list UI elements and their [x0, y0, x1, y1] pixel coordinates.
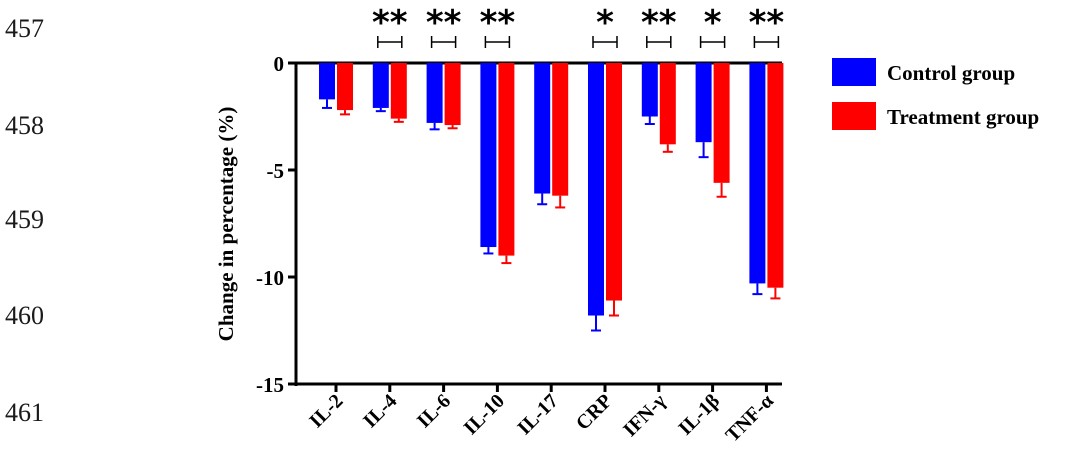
significance-stars: *	[704, 3, 722, 43]
bar-control	[534, 63, 551, 194]
x-tick-label: IL-4	[359, 390, 401, 432]
bar-control	[480, 63, 497, 248]
x-tick-label: IFN-γ	[619, 390, 671, 442]
y-axis-ticks	[288, 61, 296, 386]
legend-swatch-control	[832, 58, 876, 86]
x-tick-label: TNF-α	[721, 390, 777, 446]
line-number: 460	[5, 301, 44, 330]
bar-treatment	[337, 63, 353, 111]
y-tick-labels: 0 -5 -10 -15	[256, 52, 284, 397]
significance-stars: **	[426, 3, 462, 43]
bar-control	[426, 63, 443, 123]
x-tick-label: IL-10	[460, 390, 509, 439]
bar-control	[641, 63, 658, 117]
line-number: 457	[5, 14, 44, 43]
bar-treatment	[659, 63, 676, 145]
significance-stars: **	[480, 3, 516, 43]
bar-treatment	[444, 63, 461, 126]
bar-treatment	[390, 63, 407, 119]
line-number: 459	[5, 205, 44, 234]
y-tick-label: -5	[267, 159, 285, 183]
bar-treatment	[552, 63, 569, 196]
bar-treatment	[767, 63, 784, 288]
x-tick-label: IL-2	[305, 390, 347, 432]
significance-stars: **	[641, 3, 677, 43]
x-ticks-group	[334, 384, 768, 392]
y-axis-label: Change in percentage (%)	[214, 107, 238, 342]
significance-stars: **	[749, 3, 785, 43]
y-tick-label: -10	[256, 266, 284, 290]
significance-stars: *	[596, 3, 614, 43]
legend-swatch-treatment	[832, 102, 876, 130]
significance-markers: ** ** ** * ** * **	[372, 3, 784, 48]
bar-control	[588, 63, 604, 316]
legend: Control group Treatment group	[832, 58, 1039, 130]
line-number: 458	[5, 111, 44, 140]
bar-treatment	[606, 63, 622, 301]
bar-control	[695, 63, 712, 143]
x-tick-label: CRP	[572, 390, 617, 435]
bar-control	[372, 63, 389, 108]
legend-label-control: Control group	[887, 61, 1015, 85]
x-tick-label: IL-6	[413, 390, 455, 432]
x-tick-label: IL-1β	[674, 390, 724, 440]
x-tick-label: IL-17	[513, 390, 562, 439]
line-numbers: 457 458 459 460 461	[5, 14, 44, 427]
bar-control	[319, 63, 335, 100]
significance-stars: **	[372, 3, 408, 43]
line-number: 461	[5, 398, 44, 427]
y-tick-label: -15	[256, 373, 284, 397]
bar-treatment	[713, 63, 730, 183]
legend-label-treatment: Treatment group	[887, 105, 1039, 129]
y-tick-label: 0	[274, 52, 285, 76]
bar-control	[749, 63, 766, 284]
bar-treatment	[498, 63, 515, 256]
bars-group	[319, 63, 784, 332]
